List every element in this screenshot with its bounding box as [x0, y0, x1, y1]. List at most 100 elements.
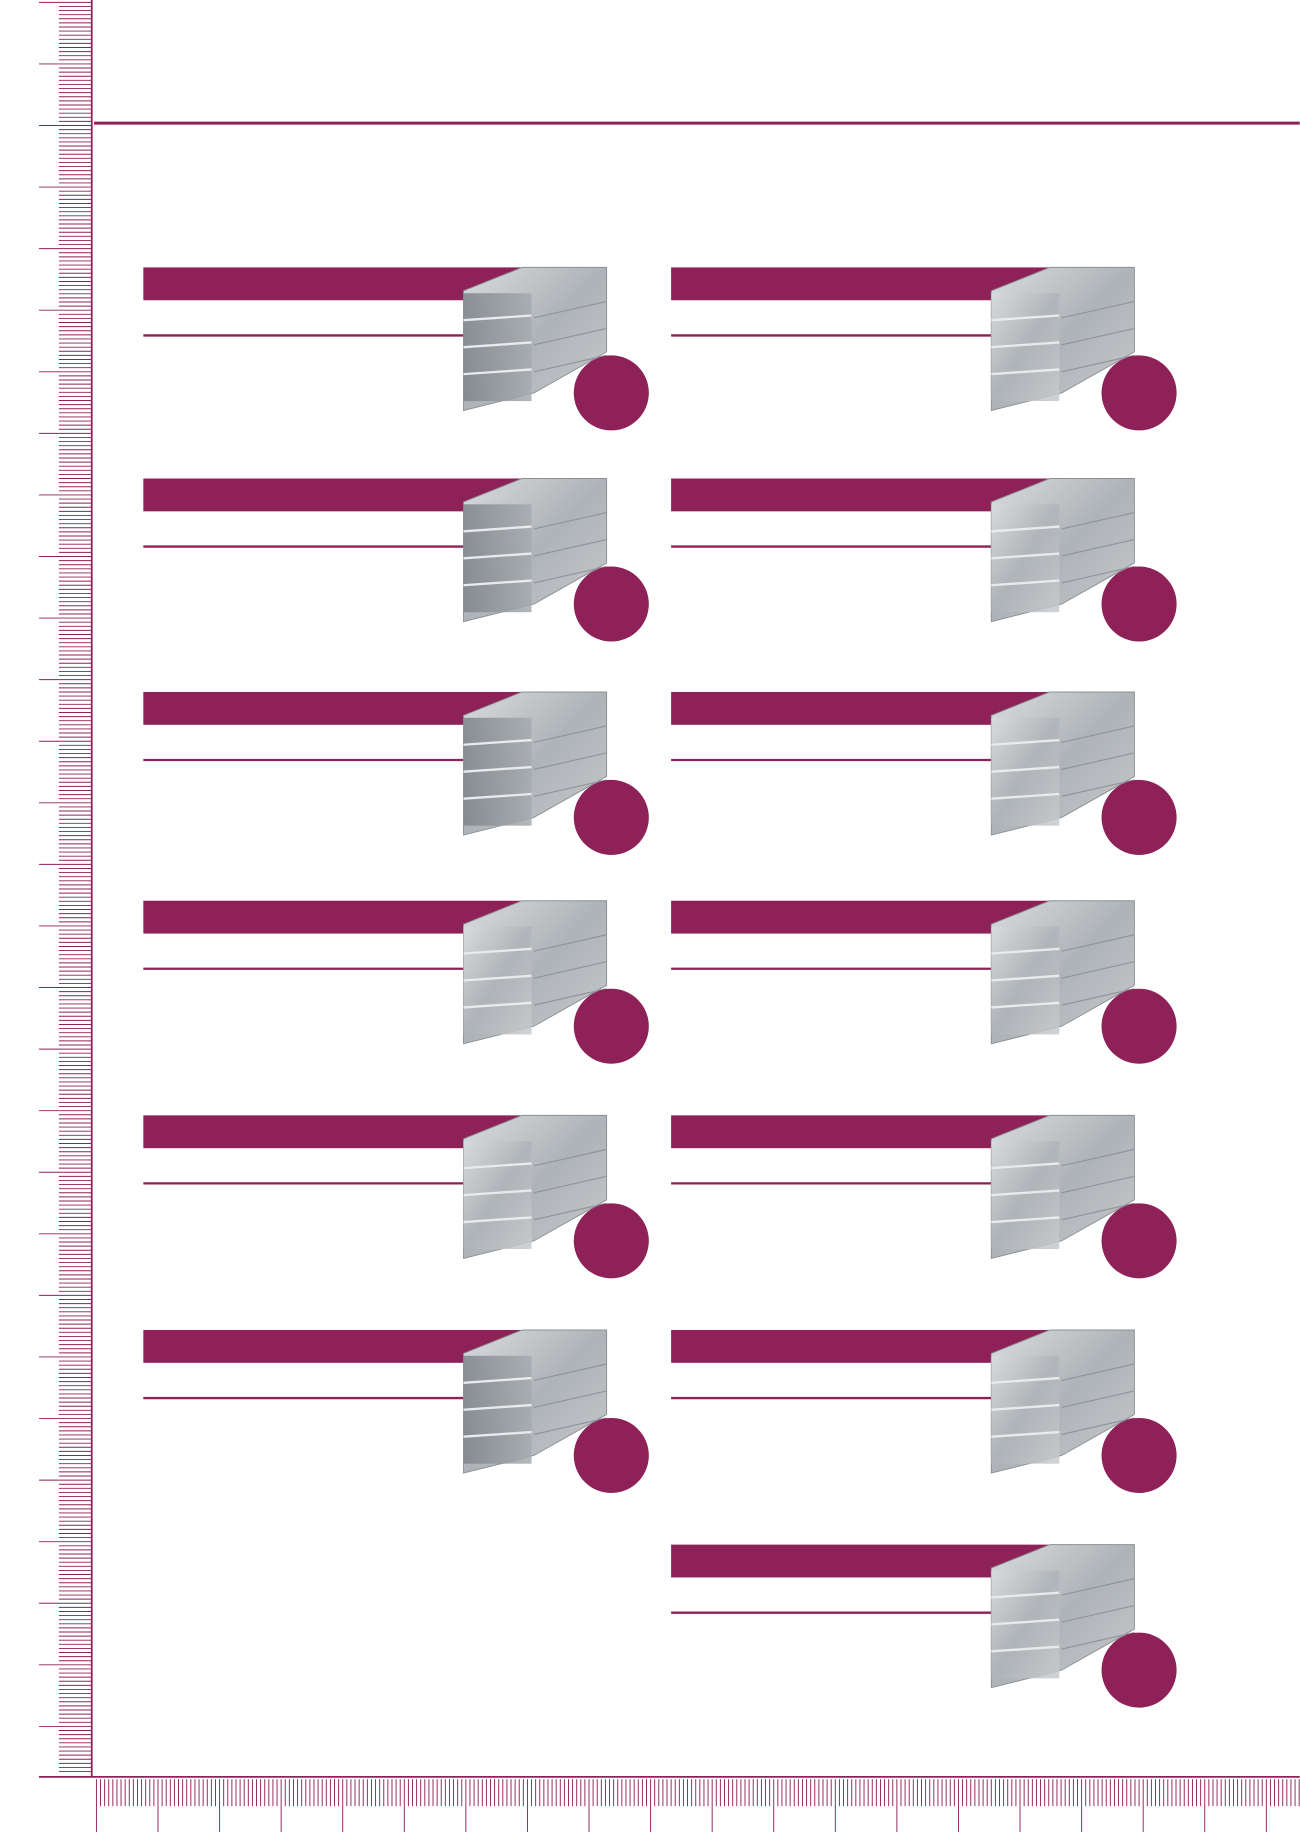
- trunking-groove: [463, 974, 532, 982]
- product-card: [671, 1114, 1177, 1279]
- product-card: [671, 900, 1177, 1064]
- badge: [573, 355, 649, 431]
- trunking-groove: [463, 579, 532, 587]
- product-cards: [143, 266, 1177, 1708]
- trunking-groove: [1061, 1578, 1135, 1596]
- trunking-groove: [991, 552, 1060, 560]
- trunking-groove: [1061, 1148, 1135, 1167]
- trunking-groove: [991, 792, 1060, 800]
- product-image: [990, 266, 1135, 412]
- trunking-groove: [1061, 725, 1135, 743]
- product-image: [990, 1329, 1135, 1474]
- product-card: [143, 900, 649, 1064]
- trunking-groove: [991, 947, 1060, 955]
- badge: [573, 988, 649, 1064]
- trunking-groove: [1061, 354, 1135, 373]
- trunking-groove: [1061, 511, 1135, 530]
- trunking-groove: [991, 1430, 1060, 1438]
- trunking-groove: [463, 525, 532, 533]
- trunking-groove: [463, 341, 532, 349]
- badge: [1101, 1203, 1177, 1279]
- trunking-groove: [533, 1175, 607, 1194]
- trunking-groove: [1061, 779, 1135, 797]
- product-card: [671, 1544, 1177, 1708]
- trunking-groove: [1061, 961, 1135, 979]
- trunking-groove: [463, 1403, 532, 1411]
- trunking-groove: [991, 1189, 1060, 1197]
- product-image: [463, 1329, 608, 1474]
- trunking-groove: [533, 538, 607, 557]
- trunking-groove: [463, 314, 532, 322]
- trunking-groove: [533, 725, 607, 743]
- trunking-groove: [1061, 988, 1135, 1006]
- badge: [1101, 566, 1177, 642]
- trunking-groove: [1061, 538, 1135, 557]
- product-image: [990, 1544, 1135, 1689]
- badge: [1101, 1632, 1177, 1708]
- trunking-groove: [463, 947, 532, 955]
- trunking-groove: [533, 934, 607, 952]
- trunking-groove: [533, 779, 607, 797]
- product-card: [143, 478, 649, 642]
- trunking-groove: [533, 565, 607, 584]
- badge: [573, 1203, 649, 1279]
- product-card: [671, 478, 1177, 642]
- trunking-groove: [463, 792, 532, 800]
- trunking-groove: [463, 368, 532, 376]
- trunking-groove: [533, 1202, 607, 1221]
- trunking-groove: [1061, 1363, 1135, 1381]
- trunking-groove: [1061, 565, 1135, 584]
- trunking-groove: [991, 1645, 1060, 1653]
- trunking-groove: [991, 1001, 1060, 1009]
- trunking-groove: [1061, 327, 1135, 346]
- product-card: [143, 1114, 649, 1279]
- trunking-groove: [533, 327, 607, 346]
- trunking-groove: [1061, 752, 1135, 770]
- trunking-groove: [533, 961, 607, 979]
- product-image: [463, 900, 608, 1045]
- trunking-groove: [991, 974, 1060, 982]
- trunking-groove: [533, 988, 607, 1006]
- product-image: [990, 900, 1135, 1045]
- product-image: [990, 691, 1135, 836]
- trunking-groove: [463, 1216, 532, 1224]
- trunking-groove: [463, 552, 532, 560]
- product-image: [463, 1114, 608, 1260]
- product-card: [671, 266, 1177, 431]
- trunking-groove: [463, 1001, 532, 1009]
- trunking-groove: [991, 525, 1060, 533]
- trunking-groove: [463, 1162, 532, 1170]
- product-card: [671, 1329, 1177, 1494]
- product-card: [671, 691, 1177, 855]
- trunking-groove: [991, 341, 1060, 349]
- trunking-groove: [463, 1189, 532, 1197]
- trunking-groove: [1061, 1175, 1135, 1194]
- trunking-groove: [991, 314, 1060, 322]
- trunking-groove: [1061, 934, 1135, 952]
- ruler-ticks: [38, 1, 1300, 1832]
- trunking-groove: [991, 738, 1060, 746]
- trunking-groove: [991, 1403, 1060, 1411]
- product-image: [990, 1114, 1135, 1260]
- product-image: [463, 478, 608, 623]
- trunking-groove: [991, 1376, 1060, 1384]
- trunking-groove: [991, 1162, 1060, 1170]
- badge: [1101, 355, 1177, 431]
- badge: [573, 779, 649, 855]
- trunking-groove: [463, 738, 532, 746]
- trunking-groove: [991, 1591, 1060, 1599]
- trunking-groove: [533, 511, 607, 530]
- product-image: [990, 478, 1135, 623]
- badge: [1101, 779, 1177, 855]
- trunking-groove: [1061, 1202, 1135, 1221]
- badge: [1101, 1417, 1177, 1494]
- product-image: [463, 691, 608, 836]
- trunking-groove: [533, 1363, 607, 1381]
- trunking-groove: [991, 579, 1060, 587]
- trunking-groove: [533, 752, 607, 770]
- badge: [1101, 988, 1177, 1064]
- product-card: [143, 691, 649, 855]
